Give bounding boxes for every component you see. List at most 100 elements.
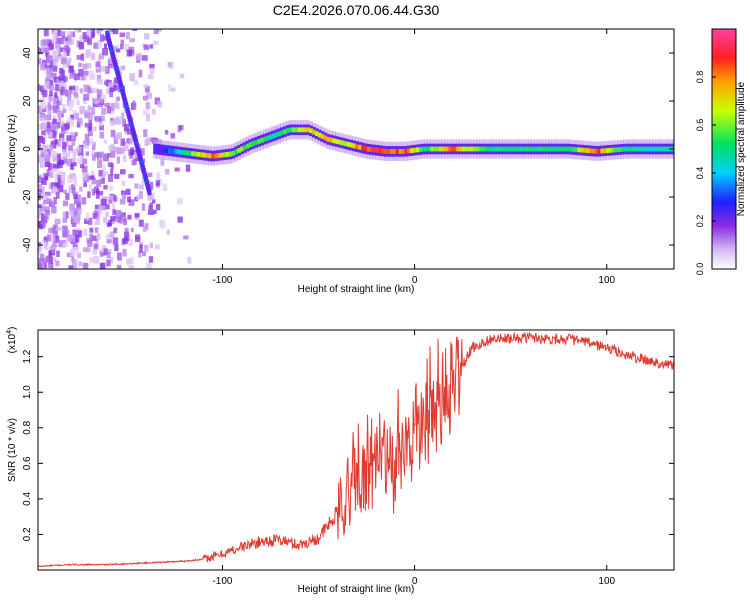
heatmap-noise-cell	[187, 256, 192, 264]
heatmap-noise-cell	[68, 185, 74, 193]
heatmap-noise-cell	[102, 153, 109, 162]
heatmap-ridge-cell	[643, 146, 648, 152]
heatmap-noise-cell	[145, 113, 150, 122]
heatmap-noise-cell	[139, 244, 143, 253]
heatmap-noise-cell	[52, 118, 57, 124]
heatmap-noise-cell	[108, 174, 114, 182]
heatmap-ridge-cell	[341, 140, 345, 146]
heatmap-noise-cell	[103, 185, 108, 190]
heatmap-ridge-cell	[447, 146, 452, 152]
heatmap-noise-cell	[103, 217, 108, 224]
heatmap-ridge-cell	[617, 147, 622, 152]
heatmap-noise-cell	[125, 31, 130, 40]
heatmap-noise-cell	[108, 196, 113, 204]
heatmap-noise-cell	[73, 178, 77, 187]
heatmap-noise-cell	[147, 209, 154, 215]
heatmap-ridge-cell	[303, 127, 308, 133]
heatmap-noise-cell	[108, 84, 114, 89]
heatmap-ridge-cell	[453, 146, 457, 152]
heatmap-noise-cell	[70, 162, 77, 167]
heatmap-noise-cell	[122, 118, 127, 127]
heatmap-noise-cell	[85, 212, 89, 221]
heatmap-noise-cell	[108, 145, 112, 151]
heatmap-noise-cell	[134, 196, 139, 202]
heatmap-ridge-cell	[214, 153, 218, 159]
heatmap-ridge-cell	[652, 146, 656, 152]
heatmap-noise-cell	[82, 229, 88, 236]
heatmap-noise-cell	[46, 39, 53, 45]
heatmap-ridge-cell	[326, 137, 331, 142]
snr-x-axis-label: Height of straight line (km)	[298, 584, 415, 595]
heatmap-noise-cell	[38, 154, 44, 163]
heatmap-noise-cell	[73, 85, 79, 92]
heatmap-noise-cell	[52, 224, 57, 229]
heatmap-ridge-cell	[323, 135, 328, 141]
heatmap-noise-cell	[100, 65, 105, 71]
colorbar: 0.0 0.2 0.4 0.6 0.8 Normalized spectral ampl…	[695, 28, 747, 275]
heatmap-noise-cell	[93, 87, 99, 94]
heatmap-noise-cell	[53, 55, 59, 63]
heatmap-noise-cell	[113, 227, 118, 234]
heatmap-noise-cell	[67, 31, 73, 38]
heatmap-noise-cell	[90, 107, 96, 115]
heatmap-noise-cell	[123, 123, 130, 132]
heatmap-noise-cell	[81, 165, 88, 173]
heatmap-noise-cell	[151, 108, 156, 115]
heatmap-noise-cell	[46, 74, 52, 80]
heatmap-ridge-cell	[237, 148, 241, 153]
heatmap-ridge-cell	[315, 131, 319, 137]
heatmap-ridge-cell	[338, 139, 342, 145]
heatmap-ridge-cell	[551, 146, 555, 152]
heatmap-noise-cell	[76, 201, 82, 210]
y-tick-label: 0	[22, 146, 33, 152]
heatmap-noise-cell	[89, 257, 95, 264]
heatmap-noise-cell	[122, 192, 127, 199]
heatmap-noise-cell	[62, 218, 68, 223]
heatmap-noise-cell	[42, 137, 46, 145]
heatmap-ridge-cell	[635, 146, 639, 152]
heatmap-noise-cell	[98, 190, 104, 196]
heatmap-noise-cell	[41, 215, 48, 224]
heatmap-noise-cell	[114, 173, 120, 179]
heatmap-ridge-cell	[611, 147, 616, 153]
heatmap-noise-cell	[95, 238, 99, 244]
heatmap-ridge-cell	[292, 127, 296, 133]
heatmap-noise-cell	[152, 199, 156, 204]
heatmap-ridge-cell	[660, 146, 665, 152]
heatmap-noise-cell	[68, 57, 72, 63]
heatmap-ridge-cell	[614, 147, 619, 153]
heatmap-noise-cell	[39, 224, 43, 230]
heatmap-noise-cell	[109, 195, 114, 200]
heatmap-ridge-cell	[545, 146, 550, 152]
heatmap-noise-cell	[120, 65, 125, 71]
heatmap-noise-cell	[117, 252, 122, 261]
heatmap-noise-cell	[124, 227, 129, 233]
heatmap-noise-cell	[60, 173, 66, 181]
heatmap-noise-cell	[112, 209, 116, 215]
heatmap-noise-cell	[93, 42, 99, 49]
heatmap-noise-cell	[144, 139, 149, 146]
heatmap-ridge-cell	[424, 146, 429, 152]
heatmap-noise-cell	[91, 235, 97, 241]
heatmap-noise-cell	[92, 154, 96, 161]
heatmap-ridge-cell	[586, 148, 590, 153]
heatmap-ridge-cell	[346, 142, 351, 147]
heatmap-ridge-cell	[182, 150, 187, 155]
heatmap-ridge-cell	[441, 146, 446, 152]
heatmap-noise-cell	[54, 173, 60, 181]
heatmap-noise-cell	[109, 185, 114, 191]
heatmap-noise-cell	[74, 29, 79, 33]
heatmap-noise-cell	[40, 45, 46, 53]
heatmap-noise-cell	[72, 239, 78, 247]
heatmap-noise-cell	[46, 234, 52, 242]
heatmap-noise-cell	[55, 191, 60, 199]
heatmap-noise-cell	[56, 250, 60, 257]
heatmap-noise-cell	[39, 253, 45, 261]
heatmap-noise-cell	[42, 107, 47, 112]
heatmap-noise-cell	[116, 147, 122, 155]
heatmap-noise-cell	[94, 227, 99, 233]
heatmap-noise-cell	[138, 191, 143, 199]
heatmap-noise-cell	[106, 106, 112, 114]
heatmap-ridge-cell	[658, 146, 662, 152]
heatmap-noise-cell	[94, 99, 100, 105]
